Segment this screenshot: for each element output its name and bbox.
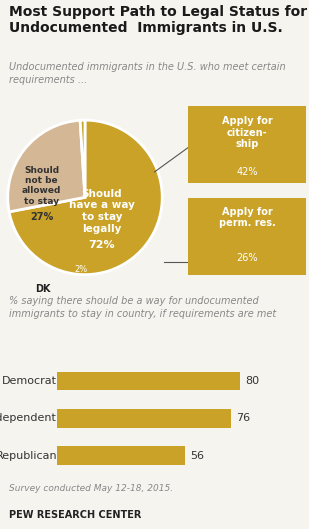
Text: PEW RESEARCH CENTER: PEW RESEARCH CENTER: [9, 510, 142, 521]
Text: 42%: 42%: [236, 167, 258, 177]
Bar: [57, 446, 185, 465]
FancyBboxPatch shape: [188, 106, 306, 183]
Wedge shape: [80, 120, 85, 197]
Text: Apply for
perm. res.: Apply for perm. res.: [219, 207, 276, 229]
Text: Most Support Path to Legal Status for
Undocumented  Immigrants in U.S.: Most Support Path to Legal Status for Un…: [9, 5, 307, 35]
Bar: [57, 371, 240, 390]
Text: Independent: Independent: [0, 413, 57, 423]
Text: Undocumented immigrants in the U.S. who meet certain
requirements ...: Undocumented immigrants in the U.S. who …: [9, 62, 286, 85]
Text: 76: 76: [236, 413, 250, 423]
Text: Should
have a way
to stay
legally: Should have a way to stay legally: [69, 189, 135, 234]
Text: 27%: 27%: [30, 213, 53, 223]
Text: Democrat: Democrat: [2, 376, 57, 386]
Text: Should
not be
allowed
to stay: Should not be allowed to stay: [22, 166, 61, 206]
Text: 72%: 72%: [89, 240, 115, 250]
Wedge shape: [9, 120, 162, 275]
Text: 80: 80: [245, 376, 259, 386]
Bar: [57, 409, 231, 427]
Text: Republican: Republican: [0, 451, 57, 461]
Text: 56: 56: [190, 451, 204, 461]
Wedge shape: [8, 120, 85, 212]
Text: % saying there should be a way for undocumented
immigrants to stay in country, i: % saying there should be a way for undoc…: [9, 296, 277, 320]
Text: Apply for
citizen-
ship: Apply for citizen- ship: [222, 116, 273, 150]
Text: 26%: 26%: [236, 253, 258, 263]
Text: Survey conducted May 12-18, 2015.: Survey conducted May 12-18, 2015.: [9, 484, 173, 493]
Text: 2%: 2%: [74, 264, 88, 273]
FancyBboxPatch shape: [188, 198, 306, 275]
Text: DK: DK: [35, 284, 50, 294]
